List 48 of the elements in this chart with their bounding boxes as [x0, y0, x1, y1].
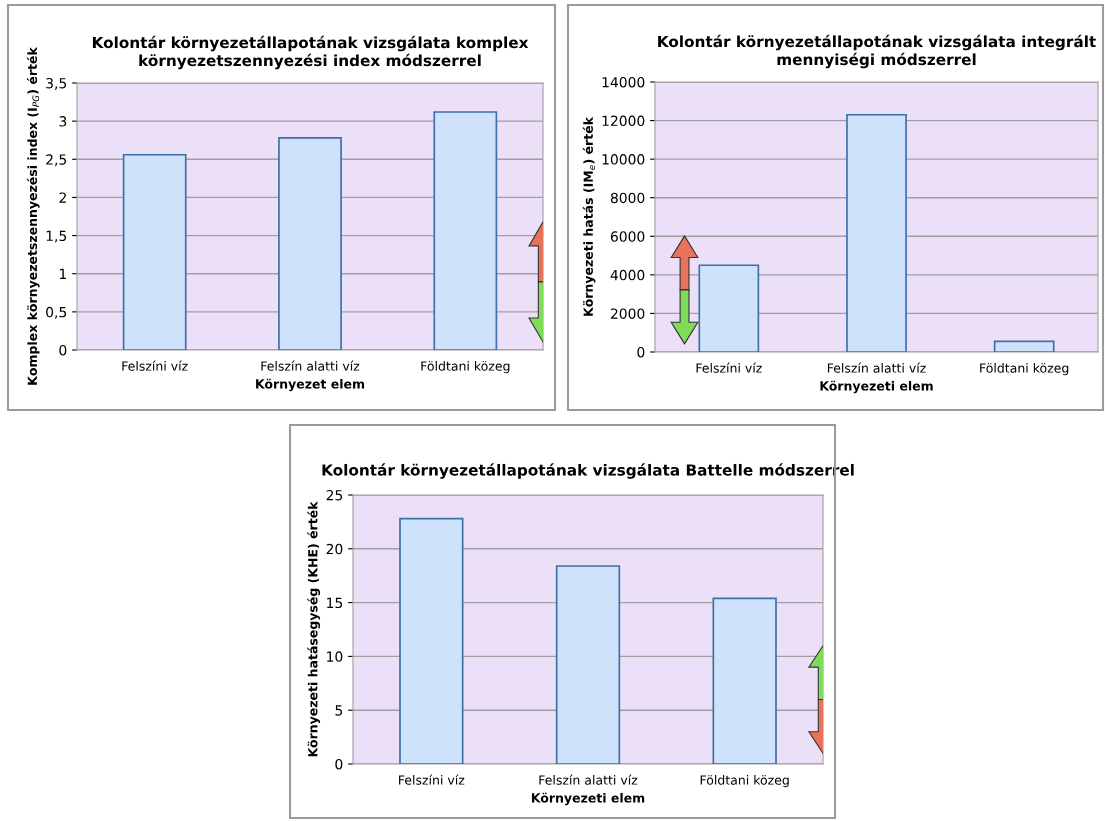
chart-title: Kolontár környezetállapotának vizsgálata integrált mennyiségi módszerrel [658, 34, 1096, 69]
y-tick-label: 20 [326, 543, 343, 555]
y-tick-label: 0 [335, 758, 343, 770]
y-tick-label: 14000 [602, 76, 645, 88]
bar [433, 111, 498, 350]
y-tick-label: 8000 [610, 192, 645, 204]
x-tick-label: Földtani közeg [700, 775, 789, 788]
chart-title: Kolontár környezetállapotának vizsgálata Battelle módszerrel [322, 463, 854, 479]
y-tick-label: 1,5 [46, 230, 67, 243]
y-tick-label: 2 [59, 192, 66, 203]
y-tick-label: 0,5 [46, 306, 67, 319]
bar [846, 113, 907, 352]
y-tick-label: 2000 [610, 308, 645, 319]
y-tick-label: 2,5 [46, 154, 67, 167]
x-tick-label: Felszín alatti víz [539, 774, 638, 785]
bar [122, 153, 187, 350]
y-tick-label: 3 [59, 116, 67, 127]
y-tick-label: 25 [326, 489, 343, 501]
y-axis-title: Komplex környezetszennyezési index (I$_{PG}$) érték [26, 47, 40, 385]
y-tick-label: 0 [59, 344, 67, 356]
x-axis-title: Környezeti elem [820, 380, 933, 394]
y-tick-label: 15 [327, 597, 343, 609]
x-axis-title: Környezeti elem [531, 792, 645, 806]
y-axis-title: Környezeti hatás (IM$_{e}$) érték [582, 116, 596, 316]
y-tick-label: 0 [637, 346, 645, 358]
y-tick-label: 10 [327, 651, 343, 662]
x-tick-label: Felszíni víz [696, 362, 762, 373]
x-tick-label: Földtani közeg [980, 363, 1069, 376]
y-tick-label: 5 [335, 705, 343, 716]
y-tick-label: 6000 [610, 231, 645, 242]
x-tick-label: Felszíni víz [399, 774, 465, 785]
x-tick-label: Földtani közeg [421, 361, 510, 374]
chart-title: Kolontár környezetállapotának vizsgálata komplex környezetszennyezési index módszerrel [92, 35, 529, 70]
y-tick-label: 4000 [610, 269, 645, 281]
x-tick-label: Felszíni víz [122, 360, 188, 371]
x-tick-label: Felszín alatti víz [827, 362, 926, 373]
x-axis-title: Környezet elem [256, 378, 365, 392]
y-tick-label: 3,5 [46, 77, 67, 90]
y-tick-label: 1 [59, 268, 66, 279]
y-axis-title: Környezeti hatásegység (KHE) érték [307, 501, 321, 757]
bar [712, 597, 777, 764]
bar [555, 565, 621, 764]
bar [399, 517, 464, 764]
x-tick-label: Felszín alatti víz [261, 360, 360, 371]
y-tick-label: 10000 [602, 154, 645, 165]
bar [993, 340, 1055, 352]
bar [278, 137, 342, 350]
y-tick-label: 12000 [602, 115, 645, 127]
